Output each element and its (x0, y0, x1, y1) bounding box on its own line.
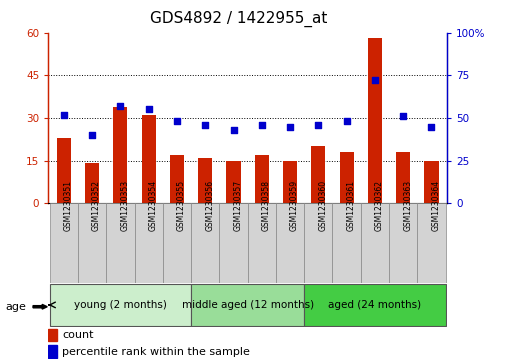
Text: age: age (5, 302, 26, 312)
Text: middle aged (12 months): middle aged (12 months) (181, 300, 314, 310)
Bar (48, 329, 57, 341)
Point (173, 118, 181, 124)
Bar (219, 203, 248, 283)
Bar (255, 155, 269, 203)
Text: GSM1230359: GSM1230359 (290, 180, 299, 231)
Text: GSM1230355: GSM1230355 (177, 180, 186, 231)
Text: GSM1230357: GSM1230357 (234, 180, 242, 231)
Bar (424, 160, 438, 203)
Text: GSM1230360: GSM1230360 (319, 180, 327, 231)
Bar (368, 38, 382, 203)
Text: GSM1230352: GSM1230352 (92, 180, 101, 231)
Point (371, 78, 379, 83)
Text: GSM1230363: GSM1230363 (403, 180, 412, 231)
Point (258, 122, 266, 128)
Bar (276, 203, 304, 283)
Text: GSM1230361: GSM1230361 (346, 180, 356, 231)
Text: GSM1230364: GSM1230364 (431, 180, 440, 231)
Bar (227, 160, 241, 203)
Bar (311, 146, 326, 203)
Bar (283, 160, 297, 203)
Bar (135, 203, 163, 283)
Point (230, 127, 238, 133)
Bar (142, 115, 156, 203)
Text: GSM1230358: GSM1230358 (262, 180, 271, 231)
Point (145, 107, 153, 113)
Point (60, 112, 68, 118)
Point (314, 122, 323, 128)
Bar (191, 284, 304, 326)
Text: GSM1230353: GSM1230353 (120, 180, 130, 231)
Bar (191, 203, 219, 283)
Text: GDS4892 / 1422955_at: GDS4892 / 1422955_at (150, 11, 328, 27)
Point (427, 123, 435, 130)
Bar (170, 155, 184, 203)
Bar (304, 284, 446, 326)
Bar (361, 203, 389, 283)
Bar (304, 203, 333, 283)
Bar (106, 203, 135, 283)
Text: count: count (62, 330, 93, 340)
Point (201, 122, 209, 128)
Text: percentile rank within the sample: percentile rank within the sample (62, 347, 250, 356)
Bar (163, 203, 191, 283)
Text: young (2 months): young (2 months) (74, 300, 167, 310)
Text: GSM1230354: GSM1230354 (149, 180, 157, 231)
Point (342, 118, 351, 124)
Bar (50, 203, 78, 283)
Point (116, 103, 124, 109)
Bar (78, 203, 106, 283)
Bar (418, 203, 446, 283)
Point (286, 123, 294, 130)
Point (399, 113, 407, 119)
Text: GSM1230362: GSM1230362 (375, 180, 384, 231)
Text: GSM1230356: GSM1230356 (205, 180, 214, 231)
Text: GSM1230351: GSM1230351 (64, 180, 73, 231)
Bar (247, 203, 276, 283)
Bar (85, 163, 99, 203)
Bar (339, 152, 354, 203)
Text: aged (24 months): aged (24 months) (328, 300, 422, 310)
Bar (57, 138, 71, 203)
Bar (113, 107, 128, 203)
Bar (389, 203, 418, 283)
Bar (50, 284, 191, 326)
Bar (198, 158, 212, 203)
Bar (396, 152, 410, 203)
Bar (48, 345, 57, 358)
Bar (333, 203, 361, 283)
Point (88, 132, 96, 138)
